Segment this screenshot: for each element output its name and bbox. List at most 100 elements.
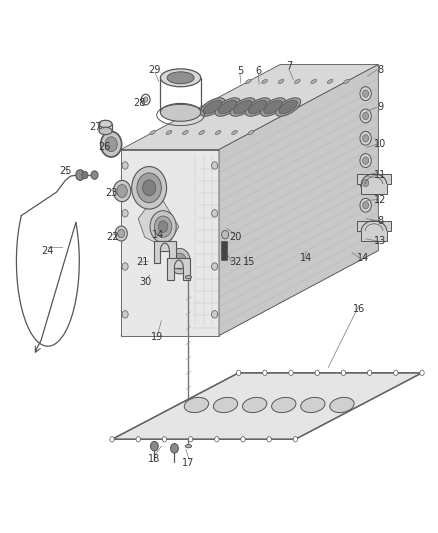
Ellipse shape — [272, 398, 296, 413]
Circle shape — [122, 311, 128, 318]
Text: 5: 5 — [237, 66, 243, 76]
Ellipse shape — [203, 100, 222, 114]
Polygon shape — [153, 241, 176, 263]
Circle shape — [289, 370, 293, 375]
Circle shape — [293, 437, 297, 442]
Circle shape — [91, 171, 98, 179]
Text: 13: 13 — [374, 236, 387, 246]
Circle shape — [212, 209, 218, 217]
Text: 8: 8 — [378, 216, 384, 226]
Text: 28: 28 — [133, 98, 146, 108]
Text: 16: 16 — [353, 304, 365, 314]
Polygon shape — [357, 221, 391, 241]
Ellipse shape — [230, 98, 255, 116]
Circle shape — [241, 437, 245, 442]
Text: 17: 17 — [182, 458, 194, 468]
Ellipse shape — [233, 100, 252, 114]
Ellipse shape — [185, 276, 191, 279]
Ellipse shape — [232, 131, 237, 135]
Circle shape — [150, 441, 158, 451]
Ellipse shape — [185, 445, 191, 448]
Text: 24: 24 — [42, 246, 54, 255]
Circle shape — [137, 173, 161, 203]
Circle shape — [143, 180, 155, 196]
Circle shape — [341, 370, 346, 375]
Ellipse shape — [200, 98, 225, 116]
Ellipse shape — [150, 131, 155, 135]
Circle shape — [101, 132, 122, 157]
Text: 27: 27 — [90, 122, 102, 132]
Circle shape — [118, 229, 125, 238]
Text: 9: 9 — [378, 102, 384, 112]
Circle shape — [144, 97, 148, 102]
Ellipse shape — [160, 103, 201, 122]
Circle shape — [360, 176, 371, 190]
Ellipse shape — [99, 127, 112, 135]
Circle shape — [169, 248, 190, 274]
Text: 30: 30 — [140, 278, 152, 287]
Circle shape — [82, 171, 88, 179]
Circle shape — [162, 437, 166, 442]
Circle shape — [132, 166, 166, 209]
Polygon shape — [121, 150, 219, 336]
Circle shape — [363, 112, 369, 120]
Ellipse shape — [311, 79, 317, 84]
Polygon shape — [121, 64, 378, 150]
Circle shape — [267, 437, 272, 442]
Circle shape — [122, 209, 128, 217]
Polygon shape — [138, 192, 179, 248]
Text: 26: 26 — [98, 142, 110, 152]
Circle shape — [363, 134, 369, 142]
Circle shape — [212, 162, 218, 169]
Ellipse shape — [199, 131, 205, 135]
Ellipse shape — [262, 79, 268, 84]
Circle shape — [363, 90, 369, 98]
Circle shape — [173, 253, 186, 269]
Circle shape — [215, 437, 219, 442]
Circle shape — [113, 180, 131, 201]
Ellipse shape — [344, 79, 350, 84]
Ellipse shape — [99, 120, 112, 128]
Ellipse shape — [213, 398, 238, 413]
Ellipse shape — [248, 131, 254, 135]
Circle shape — [363, 157, 369, 164]
Circle shape — [360, 154, 371, 167]
Ellipse shape — [327, 79, 333, 84]
Circle shape — [115, 226, 127, 241]
Circle shape — [117, 184, 127, 197]
Ellipse shape — [248, 100, 267, 114]
Text: 18: 18 — [148, 454, 160, 464]
Text: 29: 29 — [148, 65, 161, 75]
Ellipse shape — [294, 79, 300, 84]
Ellipse shape — [215, 131, 221, 135]
Circle shape — [222, 230, 229, 239]
Circle shape — [212, 311, 218, 318]
Ellipse shape — [330, 398, 354, 413]
Bar — [221, 241, 227, 260]
Circle shape — [76, 169, 85, 180]
Text: 20: 20 — [230, 232, 242, 242]
Polygon shape — [121, 251, 378, 336]
Ellipse shape — [183, 131, 188, 135]
Circle shape — [170, 443, 178, 453]
Ellipse shape — [278, 79, 284, 84]
Ellipse shape — [166, 131, 172, 135]
Text: 10: 10 — [374, 139, 387, 149]
Circle shape — [105, 137, 117, 152]
Text: 32: 32 — [230, 257, 242, 267]
Circle shape — [363, 201, 369, 209]
Ellipse shape — [215, 98, 240, 116]
Text: 19: 19 — [151, 332, 163, 342]
Text: 14: 14 — [300, 253, 312, 263]
Circle shape — [154, 216, 172, 237]
Circle shape — [360, 109, 371, 123]
Text: 6: 6 — [255, 66, 261, 76]
Circle shape — [136, 437, 141, 442]
Circle shape — [360, 87, 371, 101]
Circle shape — [212, 263, 218, 270]
Polygon shape — [112, 373, 422, 439]
Ellipse shape — [245, 79, 251, 84]
Polygon shape — [167, 258, 190, 280]
Circle shape — [360, 131, 371, 145]
Text: 14: 14 — [152, 230, 164, 240]
